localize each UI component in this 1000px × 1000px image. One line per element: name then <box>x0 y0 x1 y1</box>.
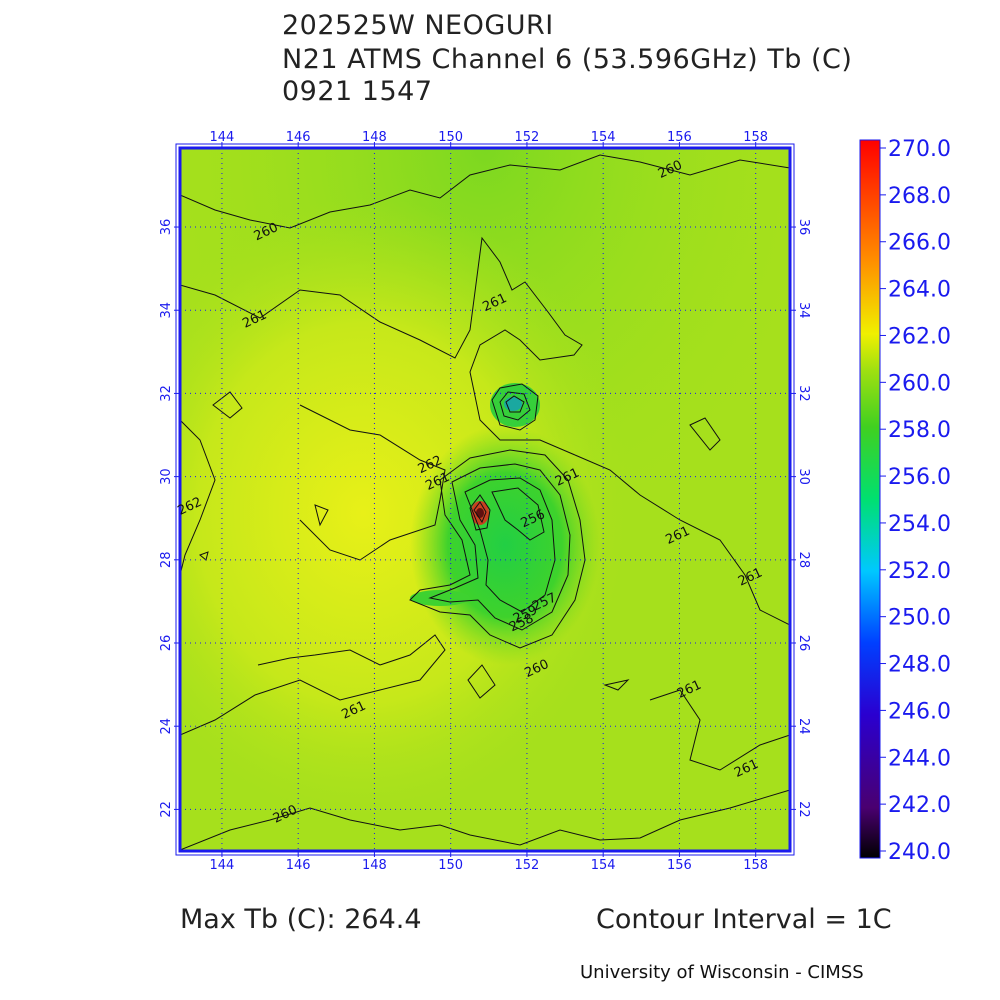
contour-small-6 <box>199 551 209 561</box>
contour-261-south <box>180 634 446 736</box>
colorbar-tick-label: 242.0 <box>888 793 951 818</box>
map-outer-frame <box>175 143 795 856</box>
contour-warm-spot <box>469 494 491 531</box>
contour-small-3 <box>467 664 496 699</box>
y-tick-label-left: 24 <box>159 718 174 735</box>
y-tick-label-right: 36 <box>796 219 811 236</box>
contour-storm-4 <box>491 487 545 541</box>
contour-storm-3 <box>464 477 556 613</box>
y-tick-label-left: 30 <box>159 468 174 485</box>
colorbar-tick-label: 254.0 <box>888 512 951 537</box>
colorbar-tick-label: 244.0 <box>888 746 951 771</box>
colorbar-tick-label: 252.0 <box>888 559 951 584</box>
contour-storm-2 <box>428 463 571 631</box>
product-title: N21 ATMS Channel 6 (53.596GHz) Tb (C) <box>282 44 853 75</box>
contour-262-inner <box>299 404 446 561</box>
contour-small-1 <box>212 391 243 419</box>
contour-cold-north-2 <box>499 391 531 421</box>
y-tick-label-right: 24 <box>796 718 811 735</box>
x-tick-label-bottom: 158 <box>743 858 768 873</box>
x-ticks-bottom: 144 146 148 150 152 154 156 158 <box>210 851 768 873</box>
x-tick-label-top: 154 <box>591 130 616 145</box>
x-tick-label-top: 146 <box>286 130 311 145</box>
y-tick-label-left: 28 <box>159 552 174 569</box>
lat-lon-grid <box>180 148 790 851</box>
x-tick-label-bottom: 148 <box>362 858 387 873</box>
y-tick-label-right: 26 <box>796 635 811 652</box>
contour-warm-spot-2 <box>473 501 487 524</box>
colorbar-tick-label: 246.0 <box>888 699 951 724</box>
y-tick-label-right: 32 <box>796 385 811 402</box>
colorbar: 270.0 268.0 266.0 264.0 262.0 260.0 258.0 256.0… <box>859 137 951 865</box>
y-ticks-right: 22 24 26 28 30 32 34 36 <box>790 219 811 818</box>
x-tick-label-bottom: 144 <box>210 858 235 873</box>
colorbar-tick-label: 270.0 <box>888 137 951 162</box>
contour-small-2 <box>689 417 721 451</box>
colorbar-tick-label: 240.0 <box>888 840 951 865</box>
colorbar-tick-label: 250.0 <box>888 606 951 631</box>
colorbar-tick-label: 248.0 <box>888 653 951 678</box>
contour-storm-outer <box>409 449 586 649</box>
colorbar-gradient <box>859 139 881 859</box>
colorbar-tick-label: 266.0 <box>888 231 951 256</box>
contour-260-south <box>180 789 790 851</box>
time-title: 0921 1547 <box>282 76 433 107</box>
x-tick-label-top: 156 <box>667 130 692 145</box>
tb-map: 144 146 148 150 152 154 156 158 144 146 148 150 152… <box>159 130 951 873</box>
contour-interval-label: Contour Interval = 1C <box>596 904 892 935</box>
y-tick-label-right: 30 <box>796 468 811 485</box>
colorbar-tick-label: 262.0 <box>888 324 951 349</box>
contour-cold-north-3 <box>505 395 525 413</box>
x-tick-label-bottom: 146 <box>286 858 311 873</box>
contour-262-west <box>180 419 216 576</box>
x-tick-label-top: 158 <box>743 130 768 145</box>
brightness-temperature-field <box>180 148 790 851</box>
colorbar-tick-label: 260.0 <box>888 371 951 396</box>
contour-261-north <box>180 236 583 456</box>
y-tick-label-right: 22 <box>796 801 811 818</box>
y-tick-label-left: 34 <box>159 302 174 319</box>
contour-lines <box>180 154 790 851</box>
x-tick-label-top: 152 <box>515 130 540 145</box>
x-tick-label-top: 148 <box>362 130 387 145</box>
y-tick-label-right: 34 <box>796 302 811 319</box>
contour-small-4 <box>603 679 630 691</box>
colorbar-tick-label: 256.0 <box>888 465 951 490</box>
contour-261-southeast <box>649 689 790 771</box>
colorbar-tick-label: 268.0 <box>888 184 951 209</box>
x-tick-label-bottom: 154 <box>591 858 616 873</box>
colorbar-tick-label: 258.0 <box>888 418 951 443</box>
x-tick-label-bottom: 152 <box>515 858 540 873</box>
y-tick-label-left: 36 <box>159 219 174 236</box>
colorbar-labels: 270.0 268.0 266.0 264.0 262.0 260.0 258.0 256.0… <box>880 137 951 865</box>
contour-small-5 <box>314 504 329 527</box>
y-ticks-left: 22 24 26 28 30 32 34 36 <box>159 219 180 818</box>
x-tick-label-top: 144 <box>210 130 235 145</box>
x-ticks-top: 144 146 148 150 152 154 156 158 <box>210 130 768 148</box>
y-tick-label-left: 22 <box>159 801 174 818</box>
x-tick-label-bottom: 150 <box>438 858 463 873</box>
y-tick-label-right: 28 <box>796 552 811 569</box>
credit-label: University of Wisconsin - CIMSS <box>580 962 864 983</box>
y-tick-label-left: 26 <box>159 635 174 652</box>
y-tick-label-left: 32 <box>159 385 174 402</box>
x-tick-label-bottom: 156 <box>667 858 692 873</box>
contour-cold-north <box>491 383 539 431</box>
map-frame <box>178 146 792 853</box>
storm-title: 202525W NEOGURI <box>282 10 554 41</box>
contour-261-east <box>574 454 790 626</box>
x-tick-label-top: 150 <box>438 130 463 145</box>
colorbar-tick-label: 264.0 <box>888 278 951 303</box>
contour-260-north <box>180 154 790 229</box>
max-tb-label: Max Tb (C): 264.4 <box>180 904 422 935</box>
